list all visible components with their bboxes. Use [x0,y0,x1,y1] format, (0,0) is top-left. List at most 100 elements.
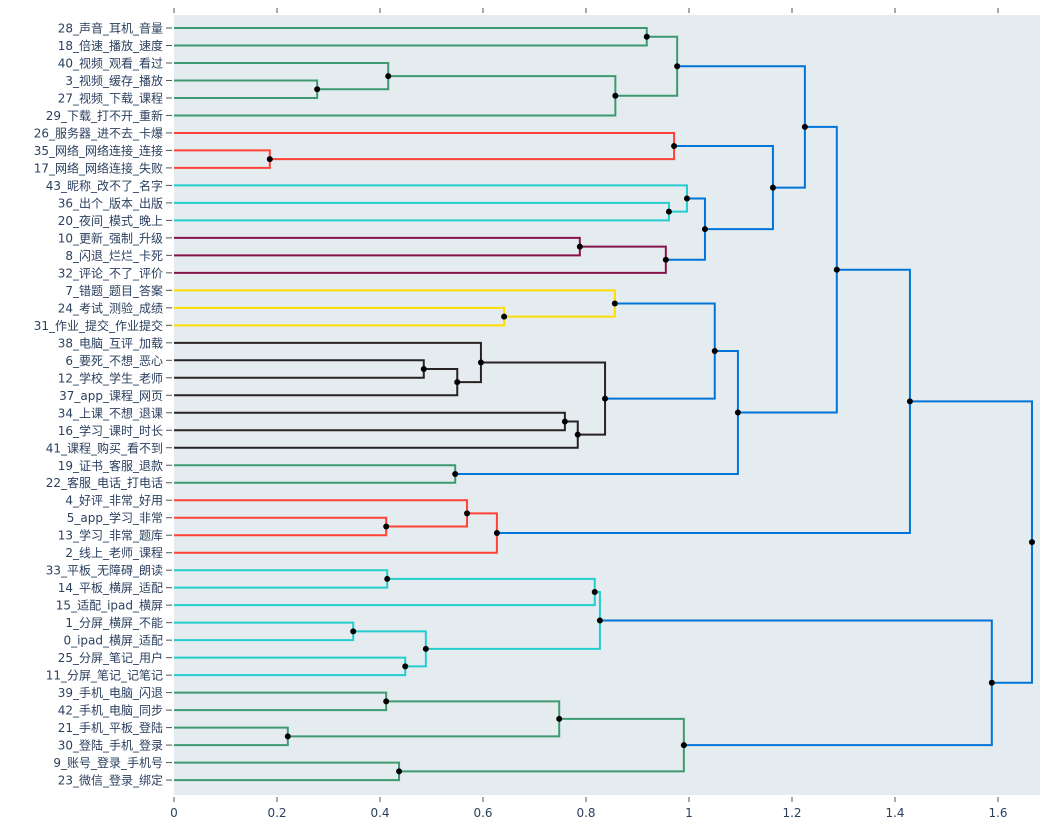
leaf-label: 3_视频_缓存_播放 [65,73,163,88]
leaf-label: 42_手机_电脑_同步 [58,704,163,718]
merge-node-D [612,92,619,99]
merge-node-AJ [596,617,603,624]
leaf-label: 7_错题_题目_答案 [65,283,163,298]
merge-node-AM [556,715,563,722]
leaf-label: 5_app_学习_非常 [67,510,163,525]
merge-node-R [454,379,461,386]
leaf-label: 37_app_课程_网页 [59,388,163,403]
leaf-label: 39_手机_电脑_闪退 [58,686,163,700]
leaf-label: 19_证书_客服_退款 [58,458,163,473]
merge-node-AH [402,663,409,670]
merge-node-O [501,313,508,320]
leaf-label: 4_好评_非常_好用 [65,494,163,508]
leaf-label: 8_闪退_烂烂_卡死 [65,249,163,263]
leaf-label: 32_评论_不了_评价 [58,266,163,280]
leaf-label: 2_线上_老师_课程 [65,545,163,560]
merge-node-F [266,156,273,163]
leaf-label: 21_手机_平板_登陆 [58,720,163,735]
x-tick-label: 1.4 [885,806,904,820]
leaf-label: 25_分屏_笔记_用户 [58,650,163,665]
leaf-label: 11_分屏_笔记_记笔记 [46,668,163,683]
leaf-label: 30_登陆_手机_登录 [58,738,163,753]
merge-node-AK [383,698,390,705]
leaf-label: 36_出个_版本_出版 [58,196,163,210]
merge-node-K [662,256,669,263]
leaf-label: 29_下载_打不开_重新 [46,108,163,123]
leaf-label: 35_网络_网络连接_连接 [34,143,163,158]
merge-node-G [671,143,678,150]
merge-node-L [701,226,708,233]
leaf-label: 31_作业_提交_作业提交 [34,318,163,333]
leaf-label: 20_夜间_模式_晚上 [58,213,163,228]
merge-node-W [711,348,718,355]
merge-node-Y [734,409,741,416]
merge-node-H [665,208,672,215]
leaf-label: 27_视频_下载_课程 [58,90,163,105]
plot-area [174,15,1040,795]
x-tick-label: 1.2 [782,806,801,820]
merge-node-X [452,470,459,477]
x-axis: 0 0.2 0.4 0.6 0.8 1 1.2 1.4 1.6 [170,8,1008,820]
x-tick-label: 0.6 [473,806,492,820]
merge-node-AL [284,733,291,740]
merge-node-C [385,73,392,80]
merge-node-AQ [1028,539,1035,546]
leaf-label: 34_上课_不想_退课 [58,405,163,420]
merge-node-AP [988,679,995,686]
merge-node-AE [384,575,391,582]
merge-node-B [314,86,321,93]
leaf-label: 33_平板_无障碍_朗读 [46,563,163,578]
leaf-label: 24_考试_测验_成绩 [58,300,163,315]
leaf-label: 43_昵称_改不了_名字 [46,178,163,193]
leaf-label: 18_倍速_播放_速度 [58,38,163,53]
dendrogram-nodes [266,33,1035,775]
leaf-label: 40_视频_观看_看过 [58,55,163,70]
merge-node-AO [680,742,687,749]
merge-node-S [477,359,484,366]
x-tick-label: 1.6 [988,806,1007,820]
merge-node-AI [422,645,429,652]
merge-node-Q [420,366,427,373]
x-tick-label: 1 [685,806,693,820]
leaf-label: 41_课程_购买_看不到 [46,440,163,455]
merge-node-V [602,395,609,402]
merge-node-AA [383,523,390,530]
leaf-label: 23_微信_登录_绑定 [58,773,163,788]
x-tick-label: 0.8 [576,806,595,820]
merge-node-AG [350,628,357,635]
merge-node-E [674,63,681,70]
merge-node-T [561,418,568,425]
leaf-label: 38_电脑_互评_加载 [58,336,163,350]
leaf-label: 9_账号_登录_手机号 [53,755,163,770]
x-tick-label: 0.2 [267,806,286,820]
leaf-label: 26_服务器_进不去_卡爆 [34,125,163,140]
x-tick-label: 0.4 [370,806,389,820]
leaf-label: 13_学习_非常_题库 [58,528,163,543]
leaf-label: 16_学习_课时_时长 [58,423,163,438]
leaf-label: 0_ipad_横屏_适配 [63,634,163,648]
merge-node-Z [833,266,840,273]
merge-node-AF [591,589,598,596]
merge-node-AC [493,530,500,537]
merge-node-A [643,33,650,40]
leaf-label: 6_要死_不想_恶心 [65,353,163,368]
merge-node-AD [906,398,913,405]
leaf-label: 22_客服_电话_打电话 [46,475,163,490]
merge-node-U [574,431,581,438]
leaf-label: 14_平板_横屏_适配 [58,581,163,595]
merge-node-AN [396,768,403,775]
leaf-label: 28_声音_耳机_音量 [58,21,163,36]
merge-node-N [801,123,808,130]
leaf-label: 12_学校_学生_老师 [58,370,163,385]
merge-node-P [611,300,618,307]
merge-node-I [683,195,690,202]
merge-node-J [576,243,583,250]
merge-node-M [769,184,776,191]
merge-node-AB [464,510,471,517]
y-axis-leaf-labels: 28_声音_耳机_音量 18_倍速_播放_速度 40_视频_观看_看过 3_视频_缓存… [34,21,172,788]
leaf-label: 17_网络_网络连接_失败 [34,160,163,175]
x-tick-label: 0 [170,806,178,820]
leaf-label: 15_适配_ipad_横屏 [56,599,163,613]
leaf-label: 1_分屏_横屏_不能 [65,616,163,630]
